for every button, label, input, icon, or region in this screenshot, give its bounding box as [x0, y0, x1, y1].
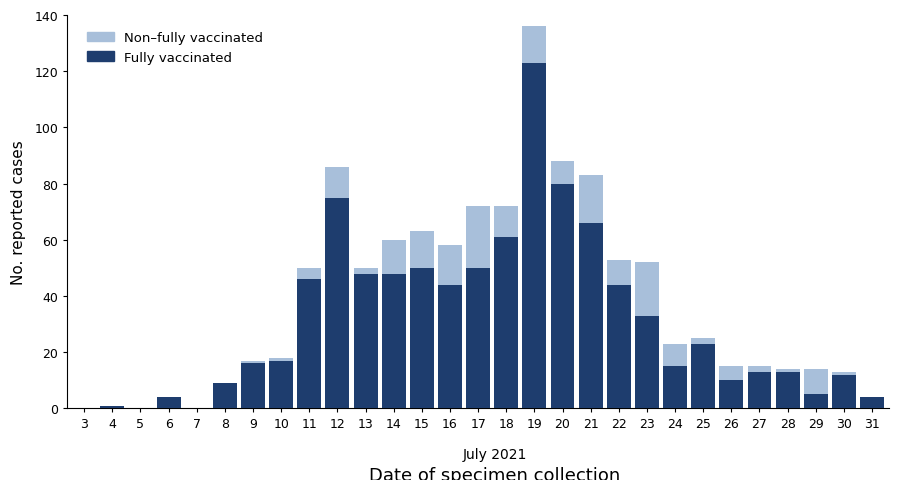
Bar	[438, 285, 462, 408]
Bar	[832, 372, 856, 375]
Bar	[269, 358, 293, 361]
Bar	[635, 263, 659, 316]
Bar	[551, 184, 574, 408]
Bar	[663, 344, 687, 367]
Bar	[297, 279, 321, 408]
Bar	[551, 162, 574, 184]
Bar	[804, 369, 828, 395]
Bar	[157, 397, 181, 408]
Bar	[635, 316, 659, 408]
Bar	[297, 268, 321, 279]
Bar	[241, 361, 265, 364]
Text: Date of specimen collection: Date of specimen collection	[369, 466, 621, 480]
Bar	[382, 240, 406, 274]
Bar	[466, 207, 490, 268]
Bar	[719, 381, 743, 408]
Y-axis label: No. reported cases: No. reported cases	[11, 140, 26, 285]
Bar	[241, 364, 265, 408]
Bar	[748, 367, 771, 372]
Bar	[579, 176, 603, 224]
Bar	[522, 64, 546, 408]
Bar	[410, 232, 434, 268]
Bar	[326, 198, 349, 408]
Bar	[494, 207, 518, 238]
Bar	[269, 361, 293, 408]
Bar	[438, 246, 462, 285]
Legend: Non–fully vaccinated, Fully vaccinated: Non–fully vaccinated, Fully vaccinated	[82, 26, 269, 70]
Bar	[776, 372, 799, 408]
Bar	[213, 384, 237, 408]
Bar	[354, 268, 377, 274]
Bar	[719, 367, 743, 381]
Bar	[832, 375, 856, 408]
Bar	[410, 268, 434, 408]
Bar	[691, 338, 716, 344]
Bar	[522, 27, 546, 64]
Bar	[579, 224, 603, 408]
Bar	[607, 260, 631, 285]
Bar	[776, 369, 799, 372]
Bar	[494, 238, 518, 408]
Bar	[101, 406, 124, 408]
Text: July 2021: July 2021	[463, 446, 527, 461]
Bar	[607, 285, 631, 408]
Bar	[354, 274, 377, 408]
Bar	[382, 274, 406, 408]
Bar	[748, 372, 771, 408]
Bar	[663, 367, 687, 408]
Bar	[860, 397, 884, 408]
Bar	[804, 395, 828, 408]
Bar	[466, 268, 490, 408]
Bar	[326, 168, 349, 198]
Bar	[691, 344, 716, 408]
